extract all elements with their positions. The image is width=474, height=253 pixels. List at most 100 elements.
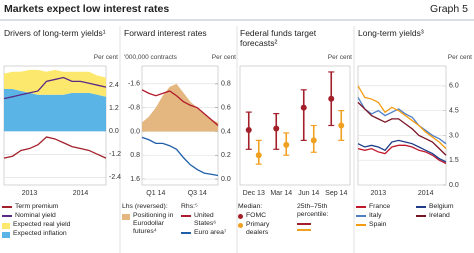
legend-swatch [2,206,12,208]
legend-label: Expected real yield [13,221,71,228]
y-tick-label: 1.2 [109,105,119,112]
y-tick-label: 0.0 [221,176,231,183]
plot-area [357,65,447,186]
legend-heading: Lhs (reversed): [122,203,168,210]
legend-item: FOMC [238,212,293,220]
y-unit: Per cent [93,54,118,61]
legend-heading: Rhs:⁵ [181,203,198,210]
line [357,144,447,165]
plot-area [239,65,351,186]
y-tick-label: 0.0 [449,182,459,189]
y-unit: Per cent [327,54,352,61]
x-tick-label: 2014 [73,190,89,197]
y-tick-label: 1.5 [449,157,459,164]
legend: Median: FOMC Primary dealers 25th–75th perc… [238,203,352,237]
legend-swatch [2,232,10,238]
y-tick-label: 0.6 [221,104,231,111]
line [357,139,447,163]
line [357,85,447,150]
legend-item: Ireland [416,212,472,220]
legend-item: Belgium [416,203,472,211]
line [141,136,219,177]
y-unit: '000,000 contracts [124,54,177,61]
legend-label: Primary dealers [246,221,270,236]
y-tick-label: 0.8 [130,152,140,159]
panel-title: Drivers of long-term yields¹ [4,28,106,38]
legend-label: France [369,203,391,210]
y-tick-label: 1.6 [130,176,140,183]
legend-swatch [297,229,311,231]
line [357,101,447,156]
line [141,89,219,126]
graph-label: Graph 5 [430,3,468,15]
legend-column: 25th–75th percentile: [297,203,352,237]
y-tick-label: 4.5 [449,107,459,114]
x-tick-label: Dec 13 [243,190,265,197]
area [4,89,106,132]
legend-swatch [238,214,243,219]
y-tick-label: 2.4 [109,82,119,89]
x-tick-label: 2014 [418,190,434,197]
line [357,97,447,145]
legend-item [297,220,352,225]
legend-column: Rhs:⁵ United States⁶ Euro area⁷ [181,203,236,237]
y-tick-label: 0.2 [221,152,231,159]
legend-swatch [356,224,366,226]
y-tick-label: -1.2 [109,151,121,158]
legend-item: Expected inflation [2,230,118,238]
legend-swatch [416,215,426,217]
legend-item [297,226,352,231]
legend: France Italy Spain Belgium Ireland [356,203,472,229]
legend-label: Italy [369,212,382,219]
legend-swatch [181,232,191,234]
legend-item: Spain [356,221,412,229]
legend-label: Belgium [429,203,454,210]
median-dot [273,125,280,132]
legend-item: Italy [356,212,412,220]
legend: Term premium Nominal yield Expected real y… [2,203,118,238]
legend-swatch [238,223,243,228]
legend-label: Euro area⁷ [194,229,227,236]
x-tick-label: 2013 [22,190,38,197]
y-tick-label: 0.0 [109,128,119,135]
x-tick-label: Jun 14 [298,190,319,197]
x-tick-label: Mar 14 [270,190,292,197]
y-tick-label: -1.6 [128,81,140,88]
legend-label: Positioning in Eurodollar futures⁴ [133,212,174,235]
y-unit: Per cent [447,54,472,61]
legend-swatch [2,223,10,229]
legend-column: Lhs (reversed): Positioning in Eurodollar… [122,203,177,237]
median-dot [245,126,252,133]
x-tick-label: Sep 14 [325,190,347,197]
legend-heading: 25th–75th percentile: [297,203,329,218]
y-tick-label: -0.8 [128,104,140,111]
median-dot [255,152,262,159]
legend-label: Expected inflation [13,230,67,237]
x-tick-label: Q3 14 [188,190,207,197]
y-tick-label: 0.4 [221,128,231,135]
legend-label: Nominal yield [15,212,56,219]
x-tick-label: Q1 14 [146,190,165,197]
legend-label: Term premium [15,203,59,210]
y-tick-label: -2.4 [109,174,121,181]
legend-label: United States⁶ [194,212,217,227]
area [142,83,218,132]
area [4,69,106,97]
median-dot [283,141,290,148]
y-tick-label: 3.0 [449,132,459,139]
y-tick-label: 0.8 [221,81,231,88]
legend-item: Nominal yield [2,212,118,220]
median-dot [328,95,335,102]
legend-heading: Median: [238,203,263,210]
legend: Lhs (reversed): Positioning in Eurodollar… [122,203,236,237]
y-tick-label: 6.0 [449,83,459,90]
panel-title: Federal funds target forecasts² [240,28,317,48]
y2-unit: Per cent [211,54,236,61]
median-dot [338,122,345,129]
legend-swatch [297,223,311,225]
legend-item: Euro area⁷ [181,229,236,237]
legend-swatch [2,215,12,217]
median-dot [310,137,317,144]
